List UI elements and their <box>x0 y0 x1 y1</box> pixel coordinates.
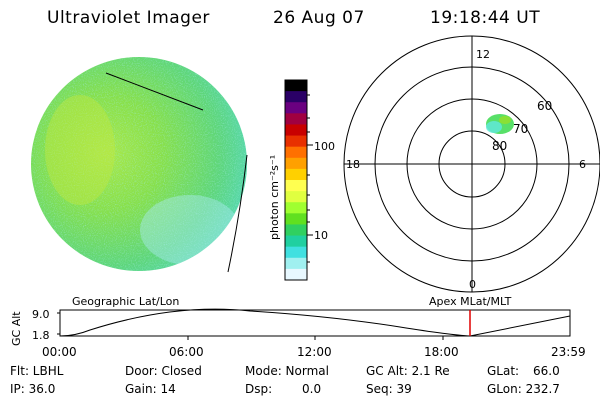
colorbar-swatch <box>285 180 307 192</box>
colorbar-tick-10: 10 <box>314 229 328 242</box>
colorbar-swatch <box>285 102 307 114</box>
mlt-6-label: 6 <box>579 158 586 171</box>
colorbar-unit-label: photon cm⁻²s⁻¹ <box>268 155 281 240</box>
colorbar-swatch <box>285 224 307 237</box>
xtick-0600: 06:00 <box>169 345 204 359</box>
colorbar-swatch <box>285 257 307 270</box>
door-value: Door: Closed <box>125 364 202 378</box>
xtick-1200: 12:00 <box>297 345 332 359</box>
mlt-12-label: 12 <box>476 48 490 61</box>
gc-alt-value: GC Alt: 2.1 Re <box>366 364 450 378</box>
glat-label: GLat: <box>487 364 520 378</box>
colorbar-swatch <box>285 157 307 170</box>
time-label: 19:18:44 UT <box>430 8 541 28</box>
glon-value: GLon: 232.7 <box>487 382 560 396</box>
colorbar-swatch <box>285 191 307 203</box>
ip-value: IP: 36.0 <box>10 382 56 396</box>
colorbar-swatch <box>285 235 307 248</box>
limb-line <box>227 154 248 273</box>
colorbar <box>285 80 307 281</box>
xtick-1800: 18:00 <box>424 345 459 359</box>
xtick-0000: 00:00 <box>42 345 77 359</box>
colorbar-swatch <box>285 91 307 103</box>
timeline-right-label: Apex MLat/MLT <box>429 295 512 308</box>
polar-plot <box>343 35 600 293</box>
gain-value: Gain: 14 <box>125 382 176 396</box>
colorbar-swatch <box>285 168 307 181</box>
mlt-18-label: 18 <box>346 158 360 171</box>
colorbar-swatch <box>285 113 307 125</box>
colorbar-swatch <box>285 268 307 281</box>
colorbar-swatch <box>285 146 307 159</box>
lat-80-label: 80 <box>492 139 507 153</box>
seq-value: Seq: 39 <box>366 382 412 396</box>
terminator-line <box>105 72 204 111</box>
date-label: 26 Aug 07 <box>273 8 365 28</box>
dsp-label: Dsp: <box>245 382 273 396</box>
flt-value: Flt: LBHL <box>10 364 64 378</box>
lat-70-label: 70 <box>513 122 528 136</box>
colorbar-swatch <box>285 246 307 259</box>
xtick-2359: 23:59 <box>551 345 586 359</box>
colorbar-swatch <box>285 213 307 225</box>
altitude-timeline <box>57 308 571 340</box>
colorbar-swatch <box>285 135 307 148</box>
dsp-value: 0.0 <box>302 382 322 396</box>
colorbar-swatch <box>285 124 307 137</box>
timeline-yaxis-label: GC Alt <box>10 311 23 346</box>
colorbar-swatch <box>285 202 307 214</box>
timeline-left-label: Geographic Lat/Lon <box>72 295 179 308</box>
mode-value: Mode: Normal <box>245 364 329 378</box>
mlt-0-label: 0 <box>469 278 476 291</box>
colorbar-tick-100: 100 <box>314 140 335 153</box>
colorbar-swatch <box>285 80 307 92</box>
lat-60-label: 60 <box>537 99 552 113</box>
glat-value: 66.0 <box>533 364 560 378</box>
ytick-top: 9.0 <box>32 308 50 321</box>
instrument-title: Ultraviolet Imager <box>47 8 210 28</box>
ytick-bottom: 1.8 <box>32 329 50 342</box>
earth-disk <box>31 57 247 271</box>
